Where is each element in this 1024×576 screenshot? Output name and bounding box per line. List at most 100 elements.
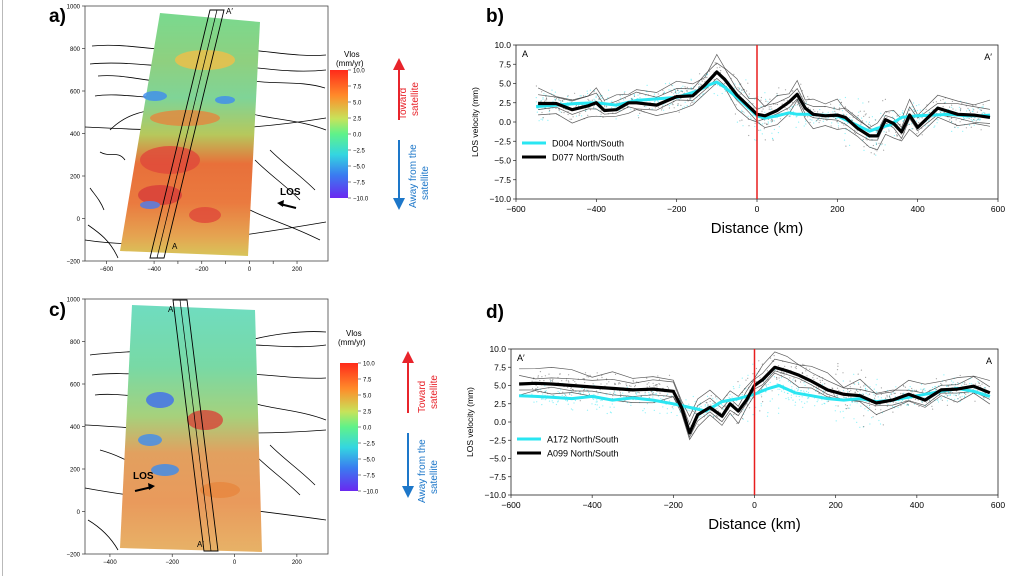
scatter-point	[597, 393, 599, 395]
scatter-point	[646, 386, 648, 388]
scatter-point	[849, 386, 851, 388]
scatter-point	[906, 403, 909, 405]
scatter-point	[761, 363, 764, 365]
scatter-point	[977, 380, 979, 383]
y-tick-label: 0.0	[494, 417, 506, 427]
scatter-point	[896, 115, 898, 117]
scatter-point	[804, 115, 807, 117]
scatter-point	[660, 398, 662, 400]
scatter-point	[865, 121, 867, 123]
scatter-point	[957, 382, 959, 384]
scatter-point	[973, 119, 975, 121]
scatter-point	[745, 79, 747, 81]
scatter-point	[983, 396, 985, 398]
scatter-point	[889, 396, 891, 398]
scatter-point	[588, 376, 590, 378]
scatter-point	[739, 87, 741, 89]
panel-c-y-axis: −200 0 200 400 600 800 1000	[66, 298, 85, 559]
scatter-point	[883, 149, 885, 151]
scatter-point	[614, 382, 616, 384]
scatter-point	[931, 405, 933, 407]
scatter-point	[545, 390, 547, 392]
scatter-point	[921, 401, 923, 403]
scatter-point	[921, 112, 924, 114]
scatter-point	[854, 392, 856, 394]
scatter-point	[750, 117, 752, 120]
scatter-point	[743, 409, 745, 411]
scatter-point	[580, 95, 582, 97]
scatter-point	[616, 102, 618, 104]
scatter-point	[796, 387, 798, 389]
scatter-point	[630, 404, 632, 406]
scatter-point	[648, 382, 650, 384]
scatter-point	[983, 398, 985, 400]
scatter-point	[784, 365, 786, 367]
map-y-tick-label: 0	[77, 510, 81, 516]
scatter-point	[872, 144, 875, 147]
scatter-point	[980, 129, 982, 131]
panel-b-letter: b)	[486, 6, 504, 27]
scatter-point	[668, 107, 671, 109]
scatter-point	[559, 373, 561, 375]
scatter-point	[954, 386, 956, 388]
scatter-point	[843, 113, 845, 116]
scatter-point	[908, 123, 911, 125]
scatter-point	[894, 392, 897, 394]
scatter-point	[670, 103, 672, 105]
scatter-point	[645, 94, 647, 97]
scatter-point	[636, 392, 638, 394]
scatter-point	[941, 384, 943, 386]
scatter-point	[908, 388, 910, 390]
scatter-point	[801, 401, 803, 403]
scatter-point	[805, 120, 807, 122]
scatter-point	[558, 392, 561, 394]
scatter-point	[672, 104, 674, 106]
scatter-point	[746, 90, 748, 92]
scatter-point	[843, 396, 845, 398]
scatter-point	[687, 409, 689, 411]
scatter-point	[909, 109, 911, 111]
scatter-point	[781, 390, 783, 392]
panel-d-letter: d)	[486, 302, 504, 323]
scatter-point	[835, 420, 837, 422]
scatter-point	[772, 119, 774, 121]
scatter-point	[847, 388, 849, 391]
profile-left-label: A	[522, 49, 528, 59]
scatter-point	[658, 378, 661, 380]
scatter-point	[844, 106, 846, 108]
y-tick-label: 5.0	[494, 381, 506, 391]
scatter-point	[882, 424, 884, 426]
scatter-point	[849, 144, 851, 146]
scatter-point	[595, 401, 597, 403]
scatter-point	[762, 123, 764, 125]
scatter-point	[760, 394, 762, 396]
scatter-point	[760, 403, 762, 405]
scatter-point	[773, 120, 775, 122]
scatter-point	[558, 108, 560, 111]
y-axis-label: LOS velocity (mm)	[465, 387, 475, 457]
scatter-point	[790, 394, 793, 396]
scatter-point	[878, 142, 880, 144]
scatter-point	[750, 116, 752, 118]
panel-a-colorbar	[330, 70, 348, 198]
map-x-tick-label: 200	[292, 267, 303, 273]
scatter-point	[868, 121, 871, 123]
scatter-point	[561, 111, 563, 113]
y-tick-label: 7.5	[494, 362, 506, 372]
scatter-point	[651, 393, 654, 395]
scatter-point	[739, 93, 741, 96]
scatter-point	[771, 132, 773, 134]
scatter-point	[887, 404, 889, 406]
scatter-point	[783, 374, 785, 376]
scatter-point	[979, 385, 981, 387]
scatter-point	[606, 412, 608, 415]
scatter-point	[587, 114, 589, 116]
scatter-point	[657, 375, 659, 377]
scatter-point	[752, 414, 754, 416]
scatter-point	[886, 405, 889, 407]
scatter-point	[677, 103, 679, 105]
scatter-point	[724, 90, 727, 92]
scatter-point	[537, 391, 539, 393]
scatter-point	[955, 395, 957, 397]
scatter-point	[634, 386, 636, 388]
